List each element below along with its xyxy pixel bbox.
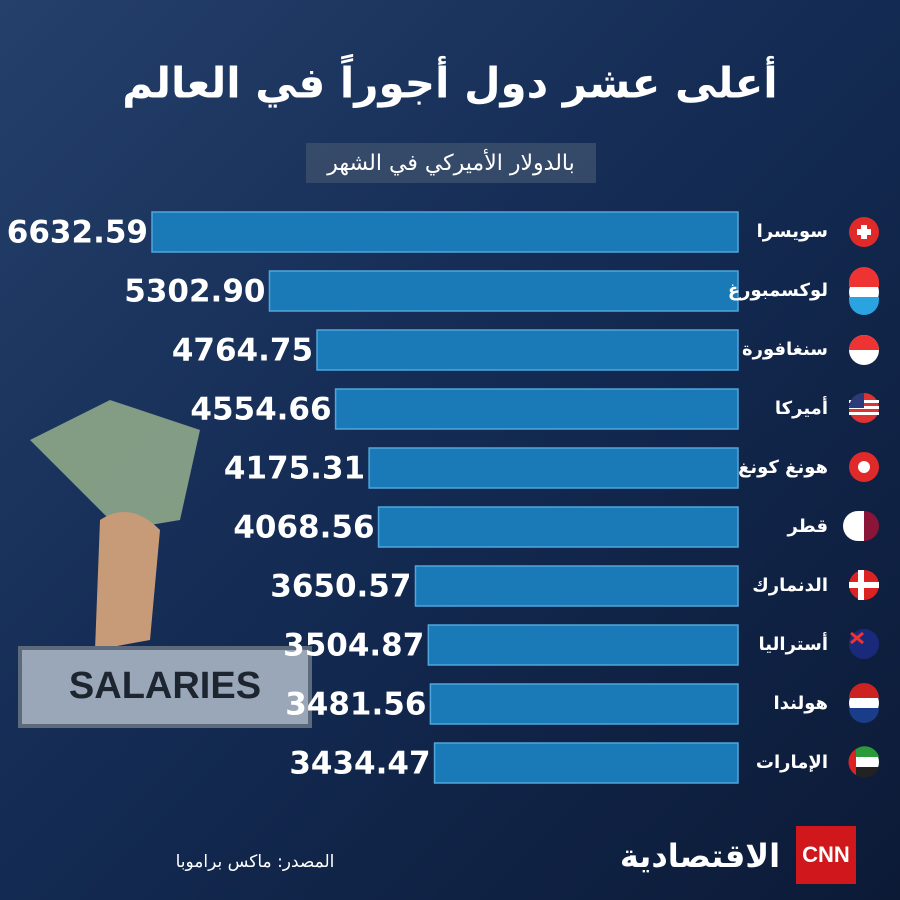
money-illustration xyxy=(30,400,200,650)
salaries-sign: SALARIES xyxy=(18,646,312,728)
bar xyxy=(414,565,739,607)
bar xyxy=(151,211,739,253)
category-label: الإمارات xyxy=(756,752,828,773)
flags xyxy=(843,217,879,778)
sign-text: SALARIES xyxy=(69,665,261,707)
value-label: 3481.56 xyxy=(285,687,426,723)
category-label: سنغافورة xyxy=(742,339,828,360)
bar xyxy=(377,506,739,548)
bar xyxy=(268,270,739,312)
category-label: هولندا xyxy=(774,693,828,714)
category-label: قطر xyxy=(786,516,828,537)
bar xyxy=(334,388,739,430)
cnn-logo-box xyxy=(796,826,856,884)
category-label: أستراليا xyxy=(759,632,828,655)
value-label: 4175.31 xyxy=(224,451,365,487)
value-label: 3650.57 xyxy=(270,569,411,605)
bar xyxy=(368,447,739,489)
category-label: أميركا xyxy=(775,396,828,419)
bar xyxy=(316,329,739,371)
value-label: 3504.87 xyxy=(283,628,424,664)
chart-title: أعلى عشر دول أجوراً في العالم xyxy=(122,53,777,108)
value-label: 4764.75 xyxy=(172,333,313,369)
category-label: سويسرا xyxy=(757,221,828,242)
value-label: 5302.90 xyxy=(124,274,265,310)
category-label: هونغ كونغ xyxy=(738,457,828,478)
bar xyxy=(429,683,739,725)
category-label: الدنمارك xyxy=(752,575,828,596)
value-label: 4554.66 xyxy=(190,392,331,428)
category-label: لوكسمبورغ xyxy=(728,280,828,301)
bar xyxy=(427,624,739,666)
chart-subtitle: بالدولار الأميركي في الشهر xyxy=(326,149,574,176)
value-label: 6632.59 xyxy=(7,215,148,251)
cnn-logo: CNN xyxy=(802,842,850,867)
bar xyxy=(433,742,739,784)
value-label: 3434.47 xyxy=(289,746,430,782)
brand-logo: الاقتصادية xyxy=(620,837,780,875)
source: المصدر: ماكس براموبا xyxy=(176,852,335,872)
subtitle-box xyxy=(306,143,596,183)
value-label: 4068.56 xyxy=(233,510,374,546)
